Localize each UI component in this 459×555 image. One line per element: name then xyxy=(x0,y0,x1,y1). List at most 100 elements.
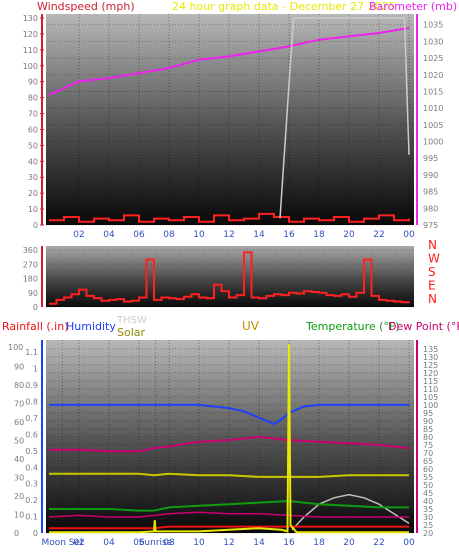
temp-tick-label: 135 xyxy=(423,345,438,354)
wind-tick-label: 110 xyxy=(23,46,38,55)
barometer-tick-label: 1020 xyxy=(423,71,443,80)
barometer-tick-label: 1035 xyxy=(423,21,443,30)
grid-lines xyxy=(46,14,414,534)
x-tick-label: Moon Set xyxy=(41,538,84,548)
temp-tick-label: 125 xyxy=(423,361,438,370)
barometer-tick-label: 1005 xyxy=(423,121,443,130)
barometer-tick-label: 1030 xyxy=(423,37,443,46)
thsw-weather-line xyxy=(48,511,409,518)
rain-tick-label: 0.8 xyxy=(25,398,38,407)
x-tick-label: 16 xyxy=(283,230,295,240)
x-tick-label: 00 xyxy=(403,538,415,548)
wind-tick-label: 120 xyxy=(23,30,38,39)
windspeed-line xyxy=(49,212,410,223)
series xyxy=(48,17,410,534)
compass-w: W xyxy=(428,252,440,266)
temp-tick-label: 75 xyxy=(423,441,433,450)
x-tick-label: 04 xyxy=(103,230,115,240)
humidity-tick-label: 100 xyxy=(8,343,23,352)
rain-tick-label: 0.7 xyxy=(25,414,38,423)
wind-tick-label: 40 xyxy=(28,157,38,166)
legend-humidity: Humidity xyxy=(66,320,116,333)
x-tick-label: 16 xyxy=(283,538,295,548)
temp-tick-label: 45 xyxy=(423,489,433,498)
header-title: 24 hour graph data - December 27 2025 xyxy=(172,0,396,13)
wind-tick-label: 100 xyxy=(23,62,38,71)
x-tick-label: 10 xyxy=(193,230,205,240)
legend-rainfall: Rainfall (.in) xyxy=(2,320,69,333)
x-tick-label: 14 xyxy=(253,538,265,548)
temp-tick-label: 40 xyxy=(423,497,433,506)
solar-line xyxy=(49,472,409,478)
thsw-line xyxy=(279,17,410,219)
direction-tick-label: 270 xyxy=(23,260,38,269)
x-tick-label: 02 xyxy=(73,230,84,240)
rain-tick-label: 0.9 xyxy=(25,381,38,390)
compass-s: S xyxy=(428,265,436,279)
rainfall-line xyxy=(49,525,409,530)
temp-tick-label: 25 xyxy=(423,521,433,530)
humidity-tick-label: 70 xyxy=(14,400,24,409)
temp-tick-label: 85 xyxy=(423,425,433,434)
humidity-tick-label: 90 xyxy=(14,363,24,372)
direction-tick-label: 360 xyxy=(23,246,38,255)
compass-n: N xyxy=(428,292,437,306)
barometer-tick-label: 995 xyxy=(423,154,438,163)
temp-tick-label: 130 xyxy=(423,353,438,362)
x-tick-label: 14 xyxy=(253,230,265,240)
x-tick-label: 10 xyxy=(193,538,205,548)
temperature-line xyxy=(49,499,409,512)
rain-tick-label: 0.6 xyxy=(25,430,38,439)
legend-temperature: Temperature (°F) xyxy=(305,320,400,333)
temp-tick-label: 70 xyxy=(423,449,433,458)
temp-tick-label: 60 xyxy=(423,465,433,474)
legend-solar: Solar xyxy=(117,326,146,339)
direction-tick-label: 0 xyxy=(33,303,38,312)
barometer-tick-label: 980 xyxy=(423,204,438,213)
rain-tick-label: 0.2 xyxy=(25,496,38,505)
legend-uv: UV xyxy=(242,319,260,333)
temp-tick-label: 110 xyxy=(423,385,438,394)
barometer-tick-label: 1000 xyxy=(423,138,443,147)
wind-tick-label: 20 xyxy=(28,189,38,198)
barometer-line xyxy=(48,27,410,96)
humidity-tick-label: 40 xyxy=(14,455,24,464)
x-tick-label: 06 xyxy=(133,538,145,548)
rain-tick-label: 1.1 xyxy=(25,348,38,357)
wind-tick-label: 10 xyxy=(28,205,38,214)
uv-arc-line xyxy=(291,493,410,531)
wind-tick-label: 130 xyxy=(23,14,38,23)
temp-tick-label: 35 xyxy=(423,505,433,514)
humidity-tick-label: 0 xyxy=(14,529,19,538)
x-tick-label: 08 xyxy=(163,538,175,548)
compass-n: N xyxy=(428,238,437,252)
temp-tick-label: 90 xyxy=(423,417,433,426)
x-tick-label: 00 xyxy=(403,230,415,240)
temp-tick-label: 120 xyxy=(423,369,438,378)
x-tick-label: 12 xyxy=(223,538,234,548)
rain-tick-label: 0.3 xyxy=(25,480,38,489)
weather-panel-bg xyxy=(46,340,414,533)
humidity-tick-label: 80 xyxy=(14,381,24,390)
wind-tick-label: 50 xyxy=(28,141,38,150)
wind-tick-label: 30 xyxy=(28,173,38,182)
x-tick-label: 02 xyxy=(73,538,84,548)
temp-tick-label: 95 xyxy=(423,409,433,418)
uv-line xyxy=(49,343,409,534)
temp-tick-label: 80 xyxy=(423,433,433,442)
humidity-tick-label: 30 xyxy=(14,474,24,483)
temp-tick-label: 30 xyxy=(423,513,433,522)
x-tick-label: 04 xyxy=(103,538,115,548)
rain-tick-label: 0.4 xyxy=(25,463,38,472)
x-tick-label: 18 xyxy=(313,230,325,240)
header-barometer: Barometer (mb) xyxy=(369,0,457,13)
wind-tick-label: 80 xyxy=(28,94,38,103)
temp-tick-label: 55 xyxy=(423,473,433,482)
humidity-tick-label: 50 xyxy=(14,437,24,446)
barometer-tick-label: 1025 xyxy=(423,54,443,63)
wind-tick-label: 0 xyxy=(33,221,38,230)
x-tick-label: Sunrise xyxy=(139,538,173,548)
